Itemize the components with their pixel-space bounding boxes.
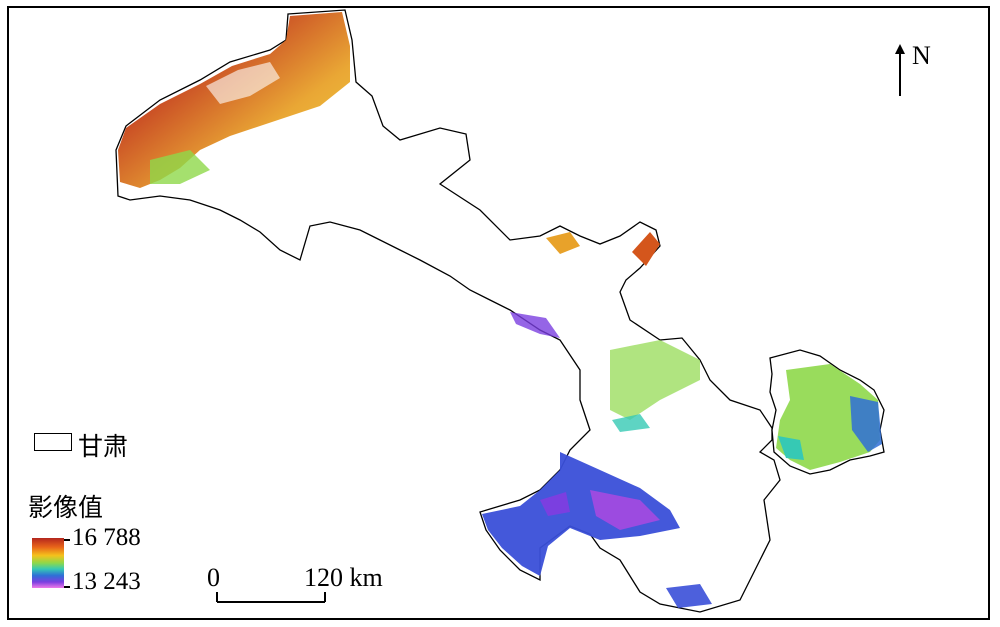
legend-high-value: 16 788 <box>72 524 141 551</box>
legend-low-value: 13 243 <box>72 568 141 595</box>
sw-raster <box>482 452 680 576</box>
north-label: N <box>912 41 931 70</box>
scale-start-label: 0 <box>207 563 220 592</box>
gansu-outline <box>115 9 781 613</box>
legend-region-label: 甘肃 <box>78 432 129 461</box>
legend-title: 影像值 <box>28 493 104 522</box>
legend-region-swatch <box>34 433 72 451</box>
scale-bar <box>216 590 326 604</box>
scale-end-label: 120 km <box>304 563 383 592</box>
north-arrow-icon <box>890 44 910 98</box>
east-raster <box>776 364 880 470</box>
legend-tick-high <box>64 539 70 541</box>
legend-tick-low <box>64 586 70 588</box>
legend-color-ramp <box>32 538 64 588</box>
